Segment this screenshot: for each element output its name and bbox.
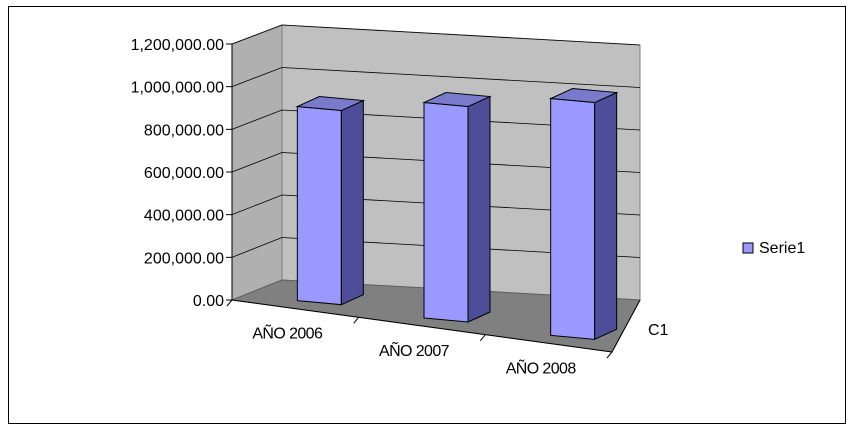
y-tick-label-5: 1,000,000.00 bbox=[131, 80, 225, 97]
bar-top-3 bbox=[548, 88, 619, 104]
bar-1 bbox=[295, 96, 366, 306]
y-axis-ticks: 0.00 200,000.00 400,000.00 600,000.00 800,00… bbox=[131, 37, 232, 310]
legend-label-serie1: Serie1 bbox=[759, 240, 805, 257]
legend-swatch-serie1 bbox=[742, 242, 754, 254]
x-tick-label-1: AÑO 2006 bbox=[252, 323, 323, 343]
bar-3 bbox=[548, 88, 619, 341]
y-tick-label-1: 200,000.00 bbox=[144, 250, 224, 267]
bar-side-2 bbox=[467, 95, 491, 323]
x-axis-line bbox=[231, 299, 613, 353]
y-tick-label-0: 0.00 bbox=[193, 293, 224, 310]
chart-frame bbox=[8, 6, 846, 424]
y-tick-label-4: 800,000.00 bbox=[144, 122, 224, 139]
gridlines bbox=[231, 24, 641, 258]
gridline-4 bbox=[231, 109, 641, 131]
bar-side-1 bbox=[340, 99, 364, 306]
bar-top-2 bbox=[422, 92, 492, 108]
depth-axis-line bbox=[611, 299, 641, 353]
x-tick-mark-0 bbox=[226, 299, 233, 307]
x-axis-ticks: AÑO 2006 AÑO 2007 AÑO 2008 bbox=[226, 299, 613, 377]
gridline-1 bbox=[231, 237, 641, 258]
x-tick-label-3: AÑO 2008 bbox=[506, 357, 577, 377]
gridline-2 bbox=[231, 194, 641, 216]
bar-front-3 bbox=[550, 97, 596, 340]
bar-top-1 bbox=[295, 96, 366, 112]
x-tick-mark-3 bbox=[606, 351, 613, 359]
x-tick-label-2: AÑO 2007 bbox=[379, 340, 450, 360]
x-tick-mark-1 bbox=[353, 317, 360, 324]
bar-side-3 bbox=[594, 91, 618, 341]
gridline-6 bbox=[231, 24, 641, 46]
bar-2 bbox=[422, 92, 492, 323]
depth-axis-label: C1 bbox=[648, 322, 669, 339]
legend: Serie1 bbox=[742, 240, 805, 257]
bar-front-2 bbox=[423, 101, 469, 323]
bars bbox=[295, 88, 619, 341]
y-tick-label-2: 400,000.00 bbox=[144, 208, 224, 225]
x-tick-mark-2 bbox=[479, 334, 486, 341]
gridline-3 bbox=[231, 152, 641, 173]
gridline-5 bbox=[231, 67, 641, 88]
bar-front-1 bbox=[296, 105, 342, 306]
y-tick-label-3: 600,000.00 bbox=[144, 165, 224, 182]
y-tick-label-6: 1,200,000.00 bbox=[131, 37, 225, 54]
